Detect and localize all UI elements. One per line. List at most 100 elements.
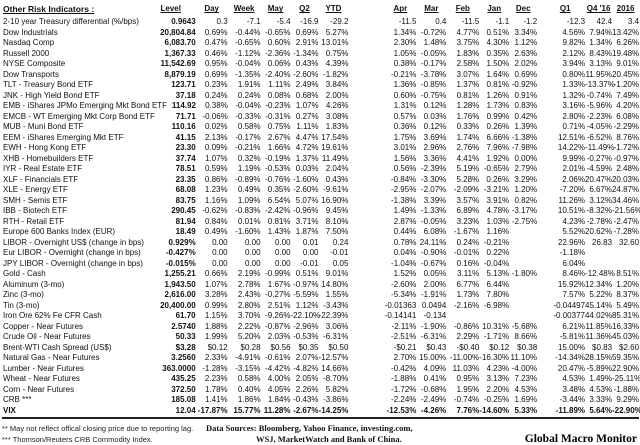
cell-feb: 1.76% [456, 111, 480, 121]
cell-jan: 0.81% [486, 80, 510, 89]
cell-dec: 4.53% [514, 384, 538, 394]
cell-level: 12.04 [175, 405, 196, 415]
cell-mar: -0.67% [420, 258, 447, 268]
cell-apr: -5.34% [391, 290, 417, 299]
cell-apr: 1.56% [393, 153, 417, 163]
cell-level: 363.0000 [162, 363, 196, 373]
cell-q1: 15.92% [557, 279, 586, 289]
cell-feb: -2.09% [453, 185, 480, 194]
cell-q4-16: 1.49% [589, 374, 612, 383]
column-header-ytd: YTD [325, 4, 342, 14]
cell-week: -7.1 [246, 17, 261, 26]
cell-level: 37.18 [175, 90, 196, 100]
table-row: EMCB - WT Emerging Mkt Corp Bond ETF 71.7… [2, 112, 639, 123]
cell-day: 0.86% [204, 174, 228, 184]
row-label: Russell 2000 [3, 48, 50, 58]
column-header-feb: Feb [455, 4, 470, 14]
cell-apr: -2.11% [391, 321, 417, 331]
cell-ytd: 11.49% [321, 153, 349, 163]
cell-ytd: -29.2 [330, 17, 349, 26]
cell-may: -5.4 [276, 17, 291, 26]
cell-mar: $0.43 [426, 342, 447, 352]
cell-level: 435.25 [171, 374, 196, 383]
column-header-apr: Apr [393, 4, 408, 14]
cell-q1: 2.01% [562, 164, 586, 173]
cell-day: 0.47% [204, 38, 228, 47]
cell-2016: 24.87% [612, 185, 640, 194]
cell-dec: 1.20% [514, 185, 538, 194]
cell-ytd: 0.43% [325, 174, 349, 184]
cell-jan: -3.21% [483, 185, 510, 194]
column-header-level: Level [160, 4, 181, 14]
row-label: IYR - Real Estate ETF [3, 164, 83, 173]
table-row: XLF - Financials ETF 23.35 0.86% -0.89% -0.7… [2, 175, 639, 186]
cell-q2: 2.49% [295, 80, 319, 89]
cell-2016: 20.45% [612, 69, 640, 79]
cell-week: 0.00 [245, 237, 261, 247]
cell-feb: 1.37% [456, 80, 480, 89]
cell-level: 114.92 [171, 101, 196, 110]
table-row: CRB *** 185.08 1.41% 1.86% 1.84% -0.43% -3.86%… [2, 395, 639, 406]
cell-q4-16: -0.74% [586, 90, 613, 100]
table-row: Corn - Near Futures 372.50 1.78% 0.40% 4.05%… [2, 385, 639, 396]
cell-feb: 0.81% [456, 90, 480, 100]
cell-q1: 4.56% [562, 27, 586, 37]
cell-jan: -0.25% [483, 395, 510, 404]
cell-level: 50.33 [175, 332, 196, 341]
cell-day: 2.23% [204, 374, 228, 383]
cell-day: 0.24% [204, 90, 228, 100]
cell-day: 0.00 [212, 237, 228, 247]
cell-apr: -0.84% [390, 174, 417, 184]
row-label: EEM - iShares Emerging Mkt ETF [3, 132, 124, 142]
cell-level: 8,879.19 [164, 69, 196, 79]
cell-week: 0.24% [237, 90, 261, 100]
cell-q2: 0.01 [302, 237, 319, 247]
cell-q2: 0.43% [295, 59, 319, 68]
cell-jan: 1.26% [486, 90, 510, 100]
cell-q2: -2.60% [293, 185, 319, 194]
cell-level: 0.9643 [171, 17, 196, 26]
row-label: EMCB - WT Emerging Mkt Corp Bond ETF [3, 111, 155, 121]
cell-2016: 16.33% [612, 321, 640, 331]
cell-2016: -2.29% [613, 122, 640, 131]
cell-dec: 1.69% [514, 395, 538, 404]
cell-ytd: -3.43% [323, 300, 349, 310]
cell-q1: 3.16% [562, 101, 586, 110]
cell-feb: 3.23% [456, 216, 480, 226]
cell-ytd: 1.55% [325, 290, 349, 299]
cell-dec: 8.66% [514, 332, 538, 341]
cell-2016: 1.20% [616, 279, 639, 289]
cell-q1: 0.80% [562, 69, 586, 79]
cell-week: -0.17% [235, 132, 261, 142]
cell-q2: -0.96% [293, 206, 319, 215]
table-row: EWH - Hong Kong ETF 23.30 0.09% -0.21% 1.66%… [2, 143, 639, 154]
cell-day: -1.28% [202, 363, 228, 373]
cell-level: 1,943.50 [164, 279, 196, 289]
cell-day: 1.88% [204, 321, 228, 331]
cell-ytd: 2.04% [325, 164, 349, 173]
cell-week: 0.00 [245, 248, 261, 257]
cell-dec: 3.34% [514, 27, 538, 37]
cell-apr: -12.53% [386, 405, 417, 415]
cell-q2: 1.07% [295, 101, 319, 110]
cell-jan: -0.65% [483, 164, 510, 173]
footnote-reporting-lag: ** May not reflect offical closing price… [2, 424, 194, 433]
table-row: EEM - iShares Emerging Mkt ETF 41.15 2.13%… [2, 133, 639, 144]
cell-q1: 11.26% [558, 195, 586, 205]
cell-jan: 2.20% [486, 384, 510, 394]
cell-q4-16: 44.02% [584, 311, 613, 320]
cell-2016: 3.4 [627, 17, 640, 26]
row-label: Zinc (3-mo) [3, 290, 44, 299]
cell-week: -1.60% [235, 227, 261, 236]
row-label: Aluminum (3-mo) [3, 279, 65, 289]
row-label: Nasdaq Comp [3, 38, 55, 47]
cell-2016: 5.49% [616, 300, 639, 310]
cell-mar: 0.05% [423, 269, 447, 278]
cell-q2: -2.60% [293, 69, 319, 79]
cell-mar: -6.31% [420, 332, 447, 341]
cell-q4-16: -13.37% [585, 80, 615, 89]
cell-apr: -2.95% [390, 185, 417, 194]
cell-q1: 2.12% [562, 48, 586, 58]
cell-dec: 0.69% [514, 69, 538, 79]
cell-ytd: 4.39% [325, 59, 349, 68]
